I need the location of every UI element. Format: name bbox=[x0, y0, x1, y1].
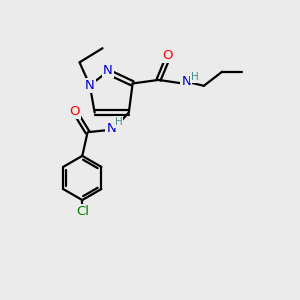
Text: N: N bbox=[85, 79, 95, 92]
Text: Cl: Cl bbox=[76, 205, 89, 218]
Text: N: N bbox=[181, 76, 191, 88]
Text: N: N bbox=[106, 122, 116, 135]
Text: H: H bbox=[191, 72, 199, 82]
Text: O: O bbox=[162, 49, 172, 62]
Text: O: O bbox=[70, 105, 80, 118]
Text: N: N bbox=[103, 64, 113, 77]
Text: H: H bbox=[115, 117, 123, 127]
